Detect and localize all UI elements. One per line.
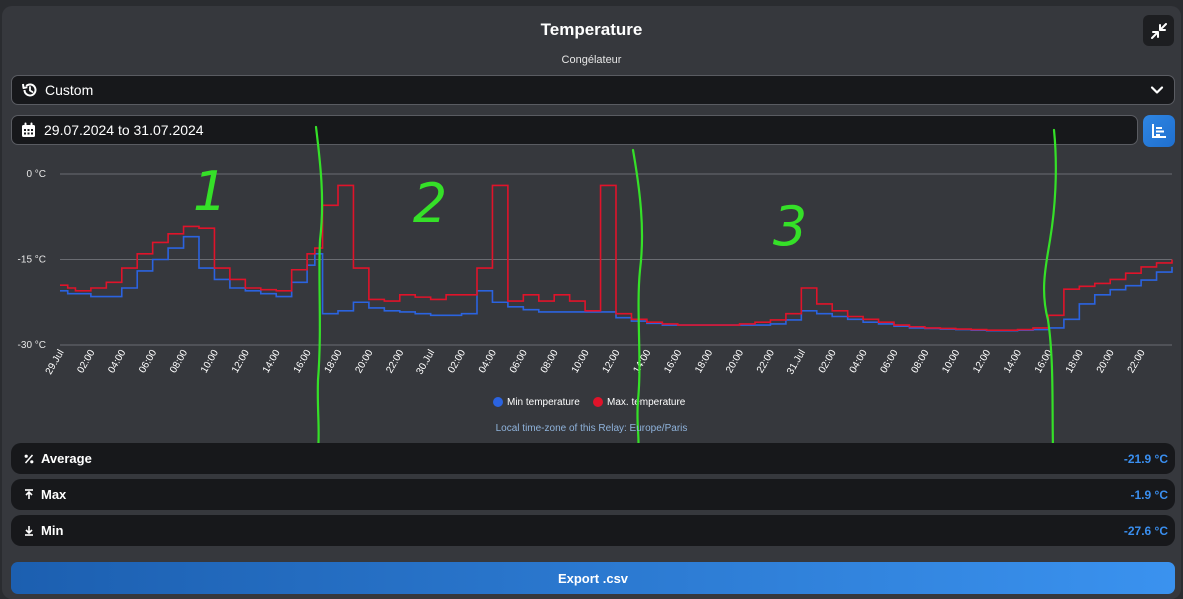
x-tick-label: 22:00 [1126, 348, 1148, 376]
x-tick-label: 04:00 [477, 348, 499, 376]
x-tick-label: 12:00 [971, 348, 993, 376]
x-tick-label: 31.Jul [785, 348, 808, 377]
legend-marker [493, 397, 503, 407]
x-tick-label: 08:00 [539, 348, 561, 376]
x-tick-label: 14:00 [261, 348, 283, 376]
x-tick-label: 14:00 [631, 348, 653, 376]
stat-average: Average -21.9 °C [11, 443, 1175, 474]
x-tick-label: 10:00 [940, 348, 962, 376]
legend-label: Max. temperature [607, 397, 686, 408]
chevron-down-icon [1150, 86, 1164, 94]
arrow-down-to-line-icon [21, 525, 37, 536]
percent-icon [21, 454, 37, 464]
calendar-icon [22, 122, 35, 137]
x-tick-label: 18:00 [1064, 348, 1086, 376]
stat-max: Max -1.9 °C [11, 479, 1175, 510]
x-tick-label: 20:00 [353, 348, 375, 376]
x-tick-label: 04:00 [848, 348, 870, 376]
x-tick-label: 22:00 [755, 348, 777, 376]
stat-value: -27.6 °C [1123, 523, 1168, 538]
x-tick-label: 10:00 [570, 348, 592, 376]
stat-min: Min -27.6 °C [11, 515, 1175, 546]
x-tick-label: 20:00 [1095, 348, 1117, 376]
x-tick-label: 06:00 [137, 348, 159, 376]
y-tick-label: 0 °C [26, 169, 46, 180]
device-name: Congélateur [561, 54, 622, 66]
x-tick-label: 30.Jul [414, 348, 437, 377]
annotation-divider-line [314, 125, 324, 452]
x-tick-label: 02:00 [446, 348, 468, 376]
x-tick-label: 16:00 [662, 348, 684, 376]
y-tick-label: -30 °C [18, 340, 46, 351]
x-tick-label: 22:00 [384, 348, 406, 376]
collapse-icon [1150, 22, 1167, 39]
range-select[interactable]: Custom [11, 75, 1175, 105]
annotation-mark: 2 [413, 172, 447, 235]
stat-value: -21.9 °C [1123, 451, 1168, 466]
x-tick-label: 20:00 [724, 348, 746, 376]
x-tick-label: 02:00 [75, 348, 97, 376]
annotation-mark: 1 [193, 160, 227, 223]
x-tick-label: 16:00 [292, 348, 314, 376]
export-csv-button[interactable]: Export .csv [11, 562, 1175, 594]
annotation-divider-line [631, 148, 644, 454]
legend-label: Min temperature [507, 397, 580, 408]
stat-label: Max [41, 487, 67, 502]
x-tick-label: 06:00 [508, 348, 530, 376]
x-tick-label: 29.Jul [44, 348, 67, 377]
chart-view-button[interactable] [1143, 115, 1175, 147]
annotation-mark: 3 [773, 195, 807, 258]
date-range-value: 29.07.2024 to 31.07.2024 [44, 122, 204, 138]
page-title: Temperature [540, 20, 643, 39]
x-tick-label: 12:00 [230, 348, 252, 376]
annotation-divider-line [1042, 128, 1057, 450]
stat-value: -1.9 °C [1130, 487, 1168, 502]
timezone-note: Local time-zone of this Relay: Europe/Pa… [495, 423, 688, 434]
x-tick-label: 04:00 [106, 348, 128, 376]
x-tick-label: 18:00 [693, 348, 715, 376]
collapse-button[interactable] [1143, 15, 1174, 46]
chart-bar-icon [1152, 124, 1166, 138]
x-tick-label: 18:00 [323, 348, 345, 376]
x-tick-label: 14:00 [1002, 348, 1024, 376]
history-icon [22, 83, 37, 97]
range-select-value: Custom [45, 82, 94, 98]
date-range-input[interactable]: 29.07.2024 to 31.07.2024 [11, 115, 1138, 145]
x-tick-label: 10:00 [199, 348, 221, 376]
x-tick-label: 08:00 [168, 348, 190, 376]
arrow-up-to-line-icon [21, 489, 37, 500]
stat-label: Min [41, 523, 64, 538]
stat-label: Average [41, 451, 92, 466]
x-tick-label: 12:00 [601, 348, 623, 376]
y-tick-label: -15 °C [18, 255, 46, 266]
x-tick-label: 06:00 [879, 348, 901, 376]
series-line-max [60, 184, 1173, 331]
x-tick-label: 08:00 [909, 348, 931, 376]
legend-marker [593, 397, 603, 407]
x-tick-label: 02:00 [817, 348, 839, 376]
